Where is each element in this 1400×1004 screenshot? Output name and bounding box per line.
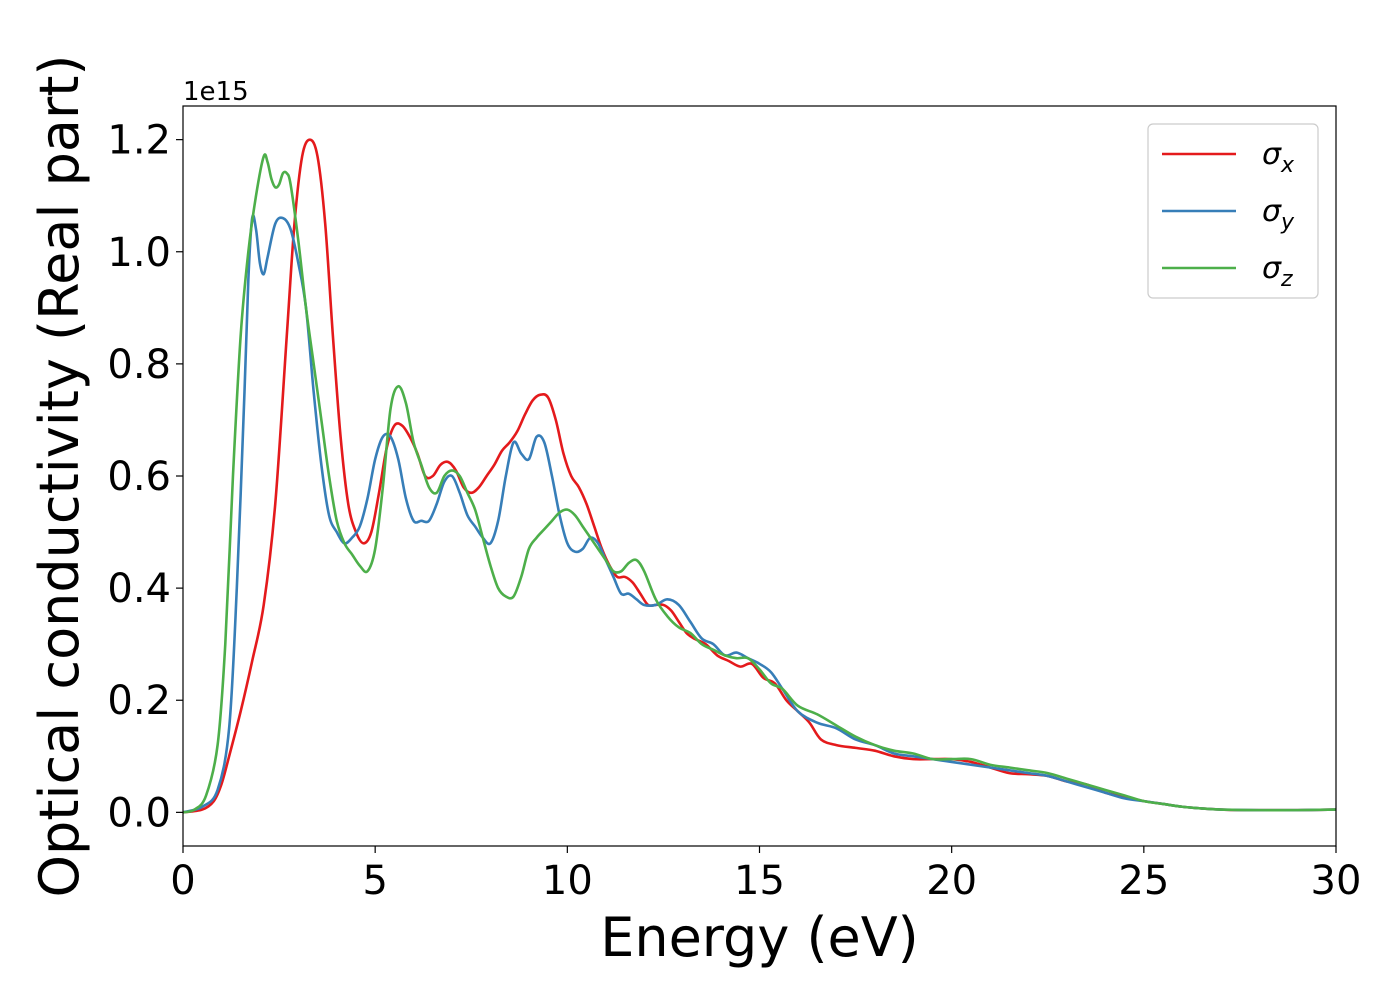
x-tick-label: 10 — [542, 858, 593, 904]
series-layer — [183, 138, 1336, 814]
x-tick-label: 15 — [734, 858, 785, 904]
y-tick-label: 0.0 — [107, 790, 171, 836]
x-axis-ticks: 0 5 10 15 20 25 30 — [170, 846, 1361, 904]
legend: σx σy σz — [1147, 123, 1319, 299]
x-axis-title: Energy (eV) — [600, 906, 919, 969]
series-line-x — [183, 138, 1336, 814]
y-tick-label: 1.2 — [107, 118, 171, 164]
x-tick-label: 25 — [1118, 858, 1169, 904]
x-tick-label: 30 — [1311, 858, 1362, 904]
legend-label-y: σy — [1262, 194, 1295, 235]
x-tick-label: 5 — [362, 858, 387, 904]
y-tick-label: 0.6 — [107, 454, 171, 500]
legend-label-x: σx — [1262, 137, 1295, 178]
y-tick-label: 0.4 — [107, 566, 171, 612]
legend-label-z: σz — [1262, 251, 1293, 292]
y-tick-label: 0.2 — [107, 678, 171, 724]
series-line-z — [183, 153, 1336, 814]
y-axis-title: Optical conductivity (Real part) — [28, 55, 91, 898]
y-tick-label: 1.0 — [107, 230, 171, 276]
x-tick-label: 20 — [926, 858, 977, 904]
series-line-y — [183, 213, 1336, 814]
x-tick-label: 0 — [170, 858, 195, 904]
y-axis-ticks: 0.0 0.2 0.4 0.6 0.8 1.0 1.2 — [107, 118, 183, 836]
y-tick-label: 0.8 — [107, 342, 171, 388]
y-axis-offset-label: 1e15 — [183, 77, 249, 107]
